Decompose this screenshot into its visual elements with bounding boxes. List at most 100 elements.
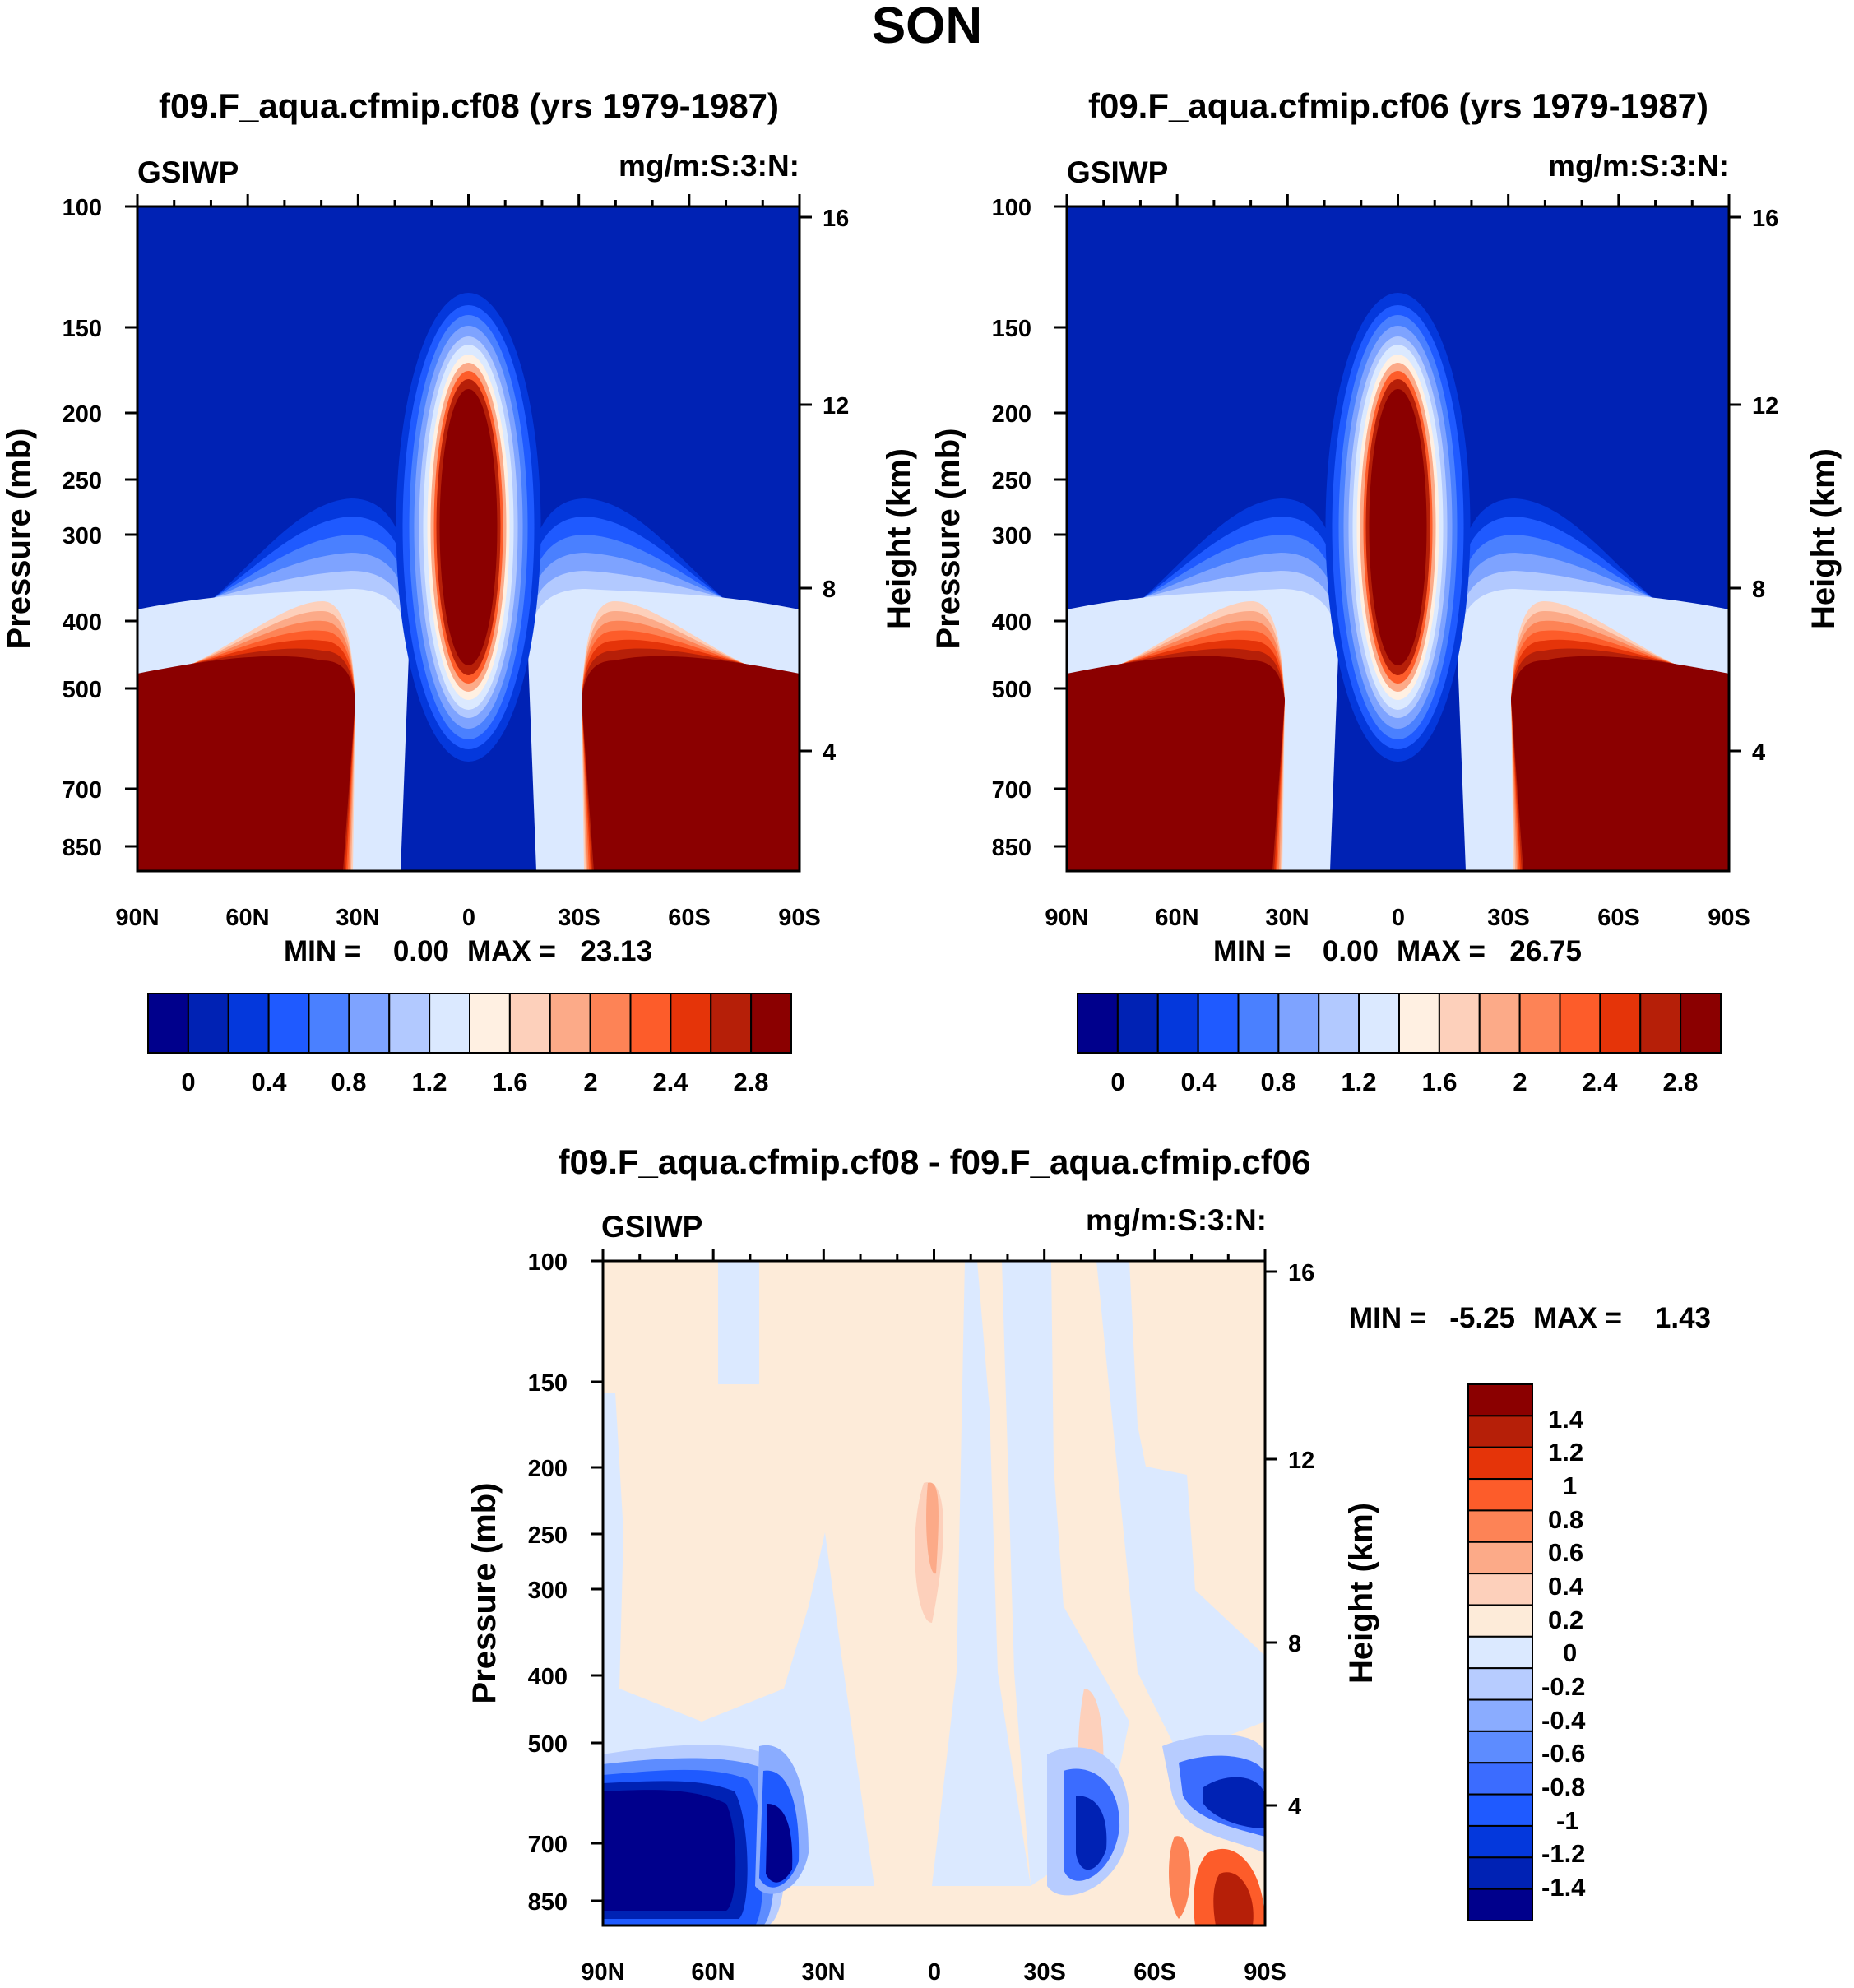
y2-axis-title: Height (km) bbox=[1805, 448, 1842, 629]
colorbar-swatch bbox=[1467, 1698, 1533, 1732]
colorbar-swatch bbox=[1116, 993, 1159, 1054]
colorbar bbox=[1467, 1383, 1533, 1921]
x-tick-label: 60N bbox=[691, 1959, 735, 1986]
x-tick-label: 60N bbox=[225, 905, 269, 931]
colorbar-swatch bbox=[1478, 993, 1521, 1054]
y2-tick-label: 8 bbox=[1288, 1631, 1301, 1657]
colorbar-label: 1.2 bbox=[1341, 1068, 1376, 1096]
min-value: 0.00 bbox=[393, 935, 449, 967]
colorbar-label: -0.6 bbox=[1541, 1739, 1585, 1768]
colorbar-label: 0.4 bbox=[1548, 1572, 1584, 1601]
colorbar-label: 0 bbox=[1563, 1638, 1577, 1667]
variable-label: GSIWP bbox=[601, 1210, 702, 1244]
colorbar bbox=[1077, 993, 1722, 1054]
colorbar-swatch bbox=[187, 993, 229, 1054]
colorbar-swatch bbox=[1467, 1888, 1533, 1921]
y-tick-label: 850 bbox=[63, 835, 102, 861]
colorbar-swatch bbox=[1467, 1604, 1533, 1638]
colorbar-swatch bbox=[629, 993, 672, 1054]
contour-band bbox=[1096, 1261, 1265, 1754]
colorbar-label: -0.4 bbox=[1541, 1706, 1586, 1735]
contour-band bbox=[932, 1261, 1031, 1886]
field-contours bbox=[137, 293, 800, 871]
y2-tick-label: 12 bbox=[823, 393, 849, 419]
colorbar-label: 1.4 bbox=[1548, 1405, 1584, 1434]
contour-ring bbox=[1369, 389, 1427, 665]
y-axis-title: Pressure (mb) bbox=[466, 1483, 503, 1704]
x-tick-label: 90S bbox=[778, 905, 821, 931]
colorbar-swatch bbox=[1318, 993, 1360, 1054]
colorbar-label: 1.2 bbox=[1548, 1438, 1583, 1467]
colorbar-swatch bbox=[1277, 993, 1320, 1054]
colorbar-label: 0.8 bbox=[1548, 1505, 1583, 1534]
colorbar-labels: 0 0.4 0.8 1.2 1.6 2 2.4 2.8 bbox=[1110, 1068, 1698, 1096]
colorbar-label: -0.8 bbox=[1541, 1773, 1585, 1801]
x-tick-label: 30S bbox=[558, 905, 600, 931]
colorbar-swatch bbox=[1467, 1541, 1533, 1575]
colorbar-swatch bbox=[1467, 1478, 1533, 1512]
stats-line: MIN = 0.00 MAX = 26.75 bbox=[1213, 935, 1582, 967]
colorbar-label: -1 bbox=[1556, 1806, 1579, 1835]
y2-tick-label: 16 bbox=[1752, 206, 1778, 232]
colorbar-swatch bbox=[710, 993, 753, 1054]
plot-field bbox=[137, 206, 800, 871]
panel-title: f09.F_aqua.cfmip.cf08 (yrs 1979-1987) bbox=[159, 86, 779, 125]
y2-tick-label: 4 bbox=[823, 739, 836, 766]
colorbar-swatch bbox=[1358, 993, 1400, 1054]
y-tick-label: 100 bbox=[992, 195, 1031, 221]
colorbar-label: 2.8 bbox=[1662, 1068, 1698, 1096]
y-tick-label: 400 bbox=[992, 609, 1031, 636]
colorbar-swatch bbox=[1467, 1383, 1533, 1417]
y2-tick-labels: 16 12 8 4 bbox=[1752, 206, 1778, 766]
colorbar-label: 0.4 bbox=[1180, 1068, 1217, 1096]
units-label: mg/m:S:3:N: bbox=[619, 149, 800, 183]
colorbar-swatch bbox=[388, 993, 431, 1054]
colorbar-label: 1 bbox=[1563, 1471, 1577, 1500]
colorbar-label: 0.8 bbox=[1260, 1068, 1295, 1096]
colorbar-label: -1.2 bbox=[1541, 1839, 1585, 1868]
x-tick-label: 90N bbox=[1045, 905, 1088, 931]
x-tick-label: 30N bbox=[336, 905, 379, 931]
y-tick-label: 200 bbox=[992, 401, 1031, 428]
x-tick-label: 30N bbox=[801, 1959, 845, 1986]
max-label: MAX = bbox=[1397, 935, 1486, 967]
y2-axis-title: Height (km) bbox=[881, 448, 917, 629]
colorbar-swatch bbox=[670, 993, 712, 1054]
colorbar-label: 1.6 bbox=[492, 1068, 527, 1096]
colorbar-swatch bbox=[429, 993, 470, 1054]
y2-tick-label: 12 bbox=[1752, 393, 1778, 419]
y2-tick-label: 4 bbox=[1752, 739, 1765, 766]
contour-band bbox=[1203, 1777, 1265, 1828]
y-tick-labels: 100 150 200 250 300 400 500 700 850 bbox=[63, 195, 102, 861]
y-axis-title: Pressure (mb) bbox=[1, 429, 37, 650]
min-label: MIN = bbox=[284, 935, 361, 967]
y2-tick-label: 16 bbox=[1288, 1260, 1314, 1286]
contour-band-right bbox=[582, 656, 800, 871]
colorbar-label: 0.6 bbox=[1548, 1538, 1583, 1567]
colorbar-label: 2.4 bbox=[1582, 1068, 1618, 1096]
colorbar-swatch bbox=[1467, 1509, 1533, 1543]
colorbar-swatch bbox=[1156, 993, 1199, 1054]
colorbar-label: 2.4 bbox=[652, 1068, 688, 1096]
plot-field bbox=[603, 1261, 1265, 1925]
colorbar bbox=[147, 993, 792, 1054]
y-tick-label: 400 bbox=[528, 1664, 568, 1690]
y-tick-label: 850 bbox=[992, 835, 1031, 861]
max-value: 1.43 bbox=[1655, 1302, 1711, 1334]
y2-tick-label: 16 bbox=[823, 206, 849, 232]
colorbar-label: 2 bbox=[1513, 1068, 1527, 1096]
y-tick-label: 300 bbox=[63, 523, 102, 549]
x-tick-label: 90N bbox=[115, 905, 159, 931]
colorbar-swatch bbox=[1467, 1667, 1533, 1701]
contour-band-left bbox=[1067, 656, 1285, 871]
colorbar-label: 0.2 bbox=[1548, 1606, 1583, 1634]
contour-band bbox=[926, 1482, 939, 1574]
colorbar-label: 2.8 bbox=[733, 1068, 768, 1096]
colorbar-swatch bbox=[549, 993, 591, 1054]
max-value: 26.75 bbox=[1509, 935, 1582, 967]
colorbar-swatch bbox=[308, 993, 350, 1054]
y-tick-label: 250 bbox=[63, 468, 102, 494]
field-contours bbox=[1067, 293, 1729, 871]
ticks bbox=[591, 1249, 1277, 1902]
